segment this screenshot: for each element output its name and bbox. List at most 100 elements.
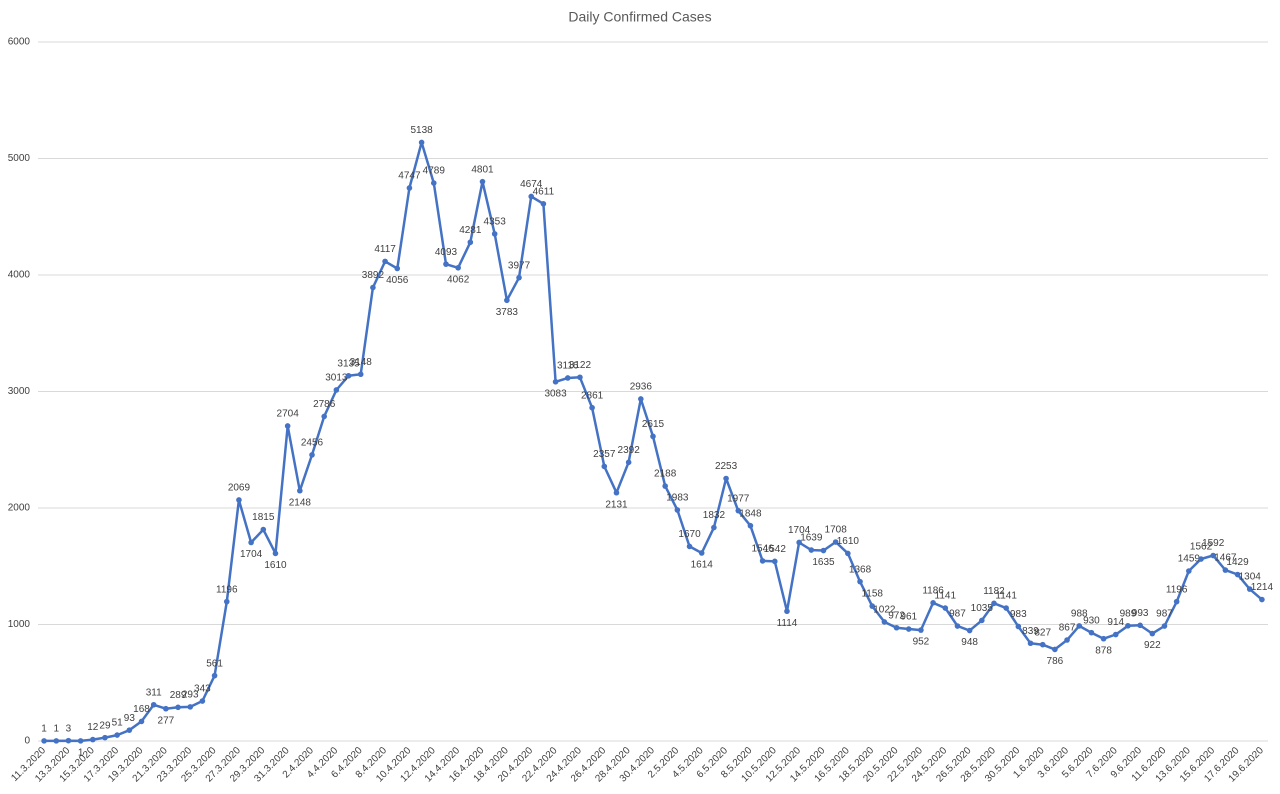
data-label: 561 bbox=[206, 658, 223, 669]
point bbox=[954, 623, 961, 629]
point bbox=[406, 185, 413, 191]
data-label: 972 bbox=[888, 610, 905, 621]
data-label: 3122 bbox=[569, 360, 592, 371]
data-label: 4789 bbox=[423, 166, 446, 177]
point bbox=[686, 543, 693, 550]
point bbox=[223, 598, 230, 605]
point bbox=[1186, 568, 1192, 574]
data-label: 4801 bbox=[471, 164, 494, 175]
data-label: 4674 bbox=[520, 179, 543, 190]
data-label: 961 bbox=[900, 612, 917, 623]
data-label: 1182 bbox=[983, 586, 1005, 597]
data-label: 1815 bbox=[252, 512, 275, 523]
point bbox=[272, 550, 279, 557]
point bbox=[102, 734, 108, 741]
data-label: 4117 bbox=[374, 244, 396, 255]
data-label: 3892 bbox=[362, 270, 385, 281]
data-label: 993 bbox=[1132, 608, 1149, 619]
point bbox=[1246, 586, 1253, 592]
data-label: 4747 bbox=[398, 171, 421, 182]
data-label: 4062 bbox=[447, 274, 470, 285]
point bbox=[552, 379, 559, 385]
point bbox=[1161, 623, 1168, 629]
data-label: 2861 bbox=[581, 390, 604, 401]
data-label: 1832 bbox=[703, 510, 726, 521]
point bbox=[333, 387, 340, 393]
point bbox=[370, 284, 376, 291]
point bbox=[1210, 552, 1216, 559]
point bbox=[65, 737, 72, 744]
line bbox=[44, 141, 1263, 743]
point bbox=[711, 524, 717, 531]
data-label: 2069 bbox=[228, 483, 251, 494]
data-label: 168 bbox=[133, 704, 150, 715]
point bbox=[1198, 556, 1204, 562]
point bbox=[1003, 605, 1009, 611]
data-label: 2188 bbox=[654, 469, 677, 480]
data-label: 1022 bbox=[873, 605, 896, 616]
data-label: 2786 bbox=[313, 399, 336, 410]
data-label: 989 bbox=[1120, 608, 1137, 619]
point bbox=[309, 452, 315, 458]
data-label: 1983 bbox=[666, 493, 689, 504]
data-label: 93 bbox=[124, 713, 136, 724]
data-label: 1610 bbox=[264, 560, 287, 571]
data-label: 1141 bbox=[935, 591, 957, 602]
point bbox=[759, 558, 766, 564]
point bbox=[516, 274, 522, 281]
data-label: 3148 bbox=[350, 357, 373, 368]
data-label: 2392 bbox=[618, 445, 641, 456]
point bbox=[1076, 623, 1083, 629]
data-label: 5138 bbox=[410, 125, 433, 136]
point bbox=[53, 738, 60, 744]
data-label: 1635 bbox=[812, 557, 835, 568]
point bbox=[1112, 631, 1119, 638]
data-label: 1 bbox=[53, 724, 59, 735]
data-label: 786 bbox=[1047, 656, 1064, 667]
point bbox=[613, 489, 620, 496]
data-label: 3977 bbox=[508, 260, 531, 271]
point bbox=[845, 550, 851, 557]
data-label: 1429 bbox=[1226, 557, 1249, 568]
data-label: 1368 bbox=[849, 564, 872, 575]
point bbox=[236, 497, 242, 503]
point bbox=[966, 627, 973, 634]
point bbox=[638, 396, 644, 402]
data-label: 3116 bbox=[557, 361, 579, 372]
point bbox=[357, 371, 364, 378]
data-label: 3135 bbox=[337, 358, 360, 369]
data-label: 1704 bbox=[788, 525, 811, 536]
point bbox=[455, 264, 461, 271]
data-label: 1614 bbox=[691, 560, 714, 571]
data-label: 1610 bbox=[837, 536, 860, 547]
data-label: 311 bbox=[146, 687, 162, 698]
data-label: 1546 bbox=[751, 544, 774, 555]
data-label: 4611 bbox=[533, 186, 555, 197]
data-label: 4093 bbox=[435, 247, 458, 258]
point bbox=[1039, 641, 1046, 648]
data-label: 1035 bbox=[971, 603, 994, 614]
point bbox=[1015, 623, 1022, 630]
point bbox=[747, 522, 754, 529]
data-label: 1196 bbox=[216, 584, 238, 595]
point bbox=[187, 704, 194, 710]
point bbox=[297, 487, 303, 494]
point bbox=[284, 423, 291, 429]
data-label: 1977 bbox=[727, 493, 750, 504]
data-label: 987 bbox=[949, 609, 966, 620]
point bbox=[126, 727, 133, 733]
data-label: 1848 bbox=[739, 508, 762, 519]
data-label: 930 bbox=[1083, 615, 1100, 626]
point bbox=[199, 698, 206, 704]
point bbox=[1259, 596, 1265, 603]
point bbox=[857, 578, 863, 585]
data-label: 1304 bbox=[1239, 572, 1262, 583]
data-label: 827 bbox=[1034, 627, 1051, 638]
point bbox=[832, 539, 839, 545]
point bbox=[1088, 629, 1095, 636]
point bbox=[504, 297, 510, 304]
data-label: 1196 bbox=[1166, 584, 1188, 595]
data-label: 3 bbox=[66, 723, 72, 734]
data-label: 1467 bbox=[1214, 553, 1237, 564]
